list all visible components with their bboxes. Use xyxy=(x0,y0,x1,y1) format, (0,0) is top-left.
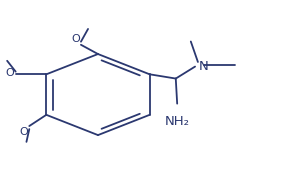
Text: N: N xyxy=(199,59,208,73)
Text: O: O xyxy=(71,34,80,44)
Text: O: O xyxy=(19,127,28,137)
Text: NH₂: NH₂ xyxy=(165,115,190,128)
Text: O: O xyxy=(5,68,14,78)
